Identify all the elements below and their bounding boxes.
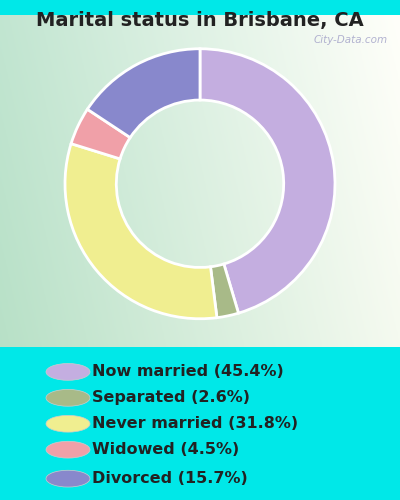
Text: Divorced (15.7%): Divorced (15.7%)	[92, 471, 248, 486]
Wedge shape	[200, 49, 335, 313]
Text: Never married (31.8%): Never married (31.8%)	[92, 416, 298, 431]
Circle shape	[46, 416, 90, 432]
Text: Now married (45.4%): Now married (45.4%)	[92, 364, 284, 380]
Wedge shape	[65, 144, 217, 318]
Circle shape	[46, 390, 90, 406]
Circle shape	[46, 470, 90, 487]
Text: City-Data.com: City-Data.com	[314, 35, 388, 45]
Text: Marital status in Brisbane, CA: Marital status in Brisbane, CA	[36, 11, 364, 30]
Wedge shape	[210, 264, 238, 318]
Circle shape	[46, 364, 90, 380]
Text: Separated (2.6%): Separated (2.6%)	[92, 390, 250, 406]
Circle shape	[46, 442, 90, 458]
Wedge shape	[71, 110, 130, 159]
Wedge shape	[87, 49, 200, 138]
Text: Widowed (4.5%): Widowed (4.5%)	[92, 442, 239, 457]
